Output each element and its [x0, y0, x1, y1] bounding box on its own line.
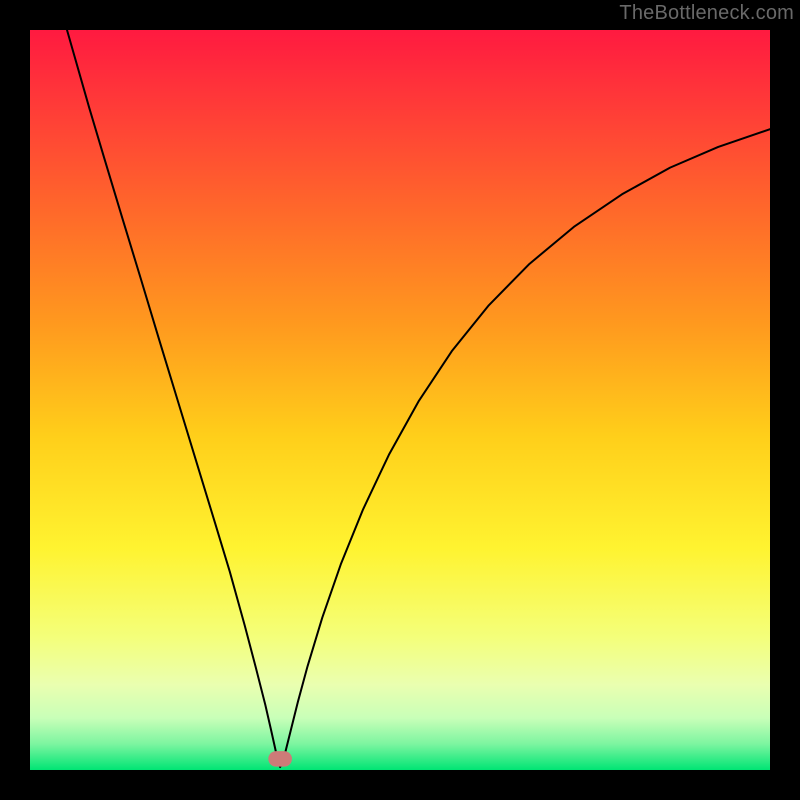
watermark-text: TheBottleneck.com — [619, 2, 794, 25]
plot-area — [30, 30, 770, 770]
gradient-background — [30, 30, 770, 770]
bottleneck-curve-chart — [30, 30, 770, 770]
figure-frame: TheBottleneck.com — [0, 0, 800, 800]
minimum-marker — [268, 751, 292, 767]
